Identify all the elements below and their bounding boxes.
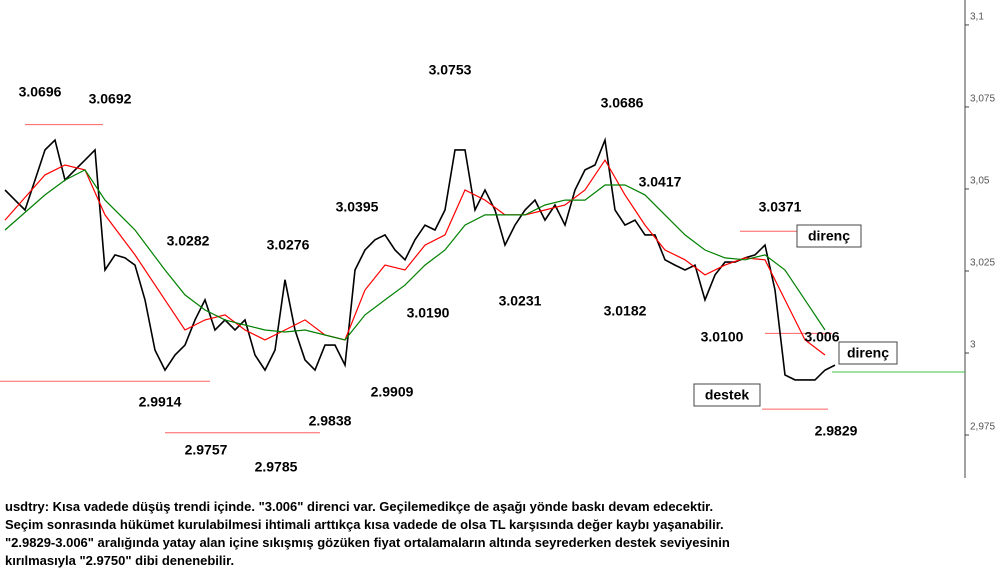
caption-line: kırılmasıyla "2.9750" dibi denenebilir. — [5, 553, 235, 568]
price-annotation: 3.006 — [804, 329, 839, 345]
price-annotation: 2.9909 — [371, 384, 414, 400]
box-frame — [693, 383, 761, 407]
caption-line: usdtry: Kısa vadede düşüş trendi içinde.… — [5, 499, 714, 514]
box-label: direnç — [847, 345, 889, 361]
price-annotation: 3.0371 — [759, 199, 802, 215]
price-annotation: 3.0276 — [267, 237, 310, 253]
box-frame — [838, 341, 898, 365]
price-annotation: 3.0686 — [601, 95, 644, 111]
price-annotation: 3.0231 — [499, 293, 542, 309]
price-annotation: 2.9757 — [185, 442, 228, 458]
price-annotation: 3.0753 — [429, 62, 472, 78]
moving-average — [4, 169, 826, 341]
price-annotation: 2.9914 — [139, 394, 182, 410]
price-annotation: 2.9838 — [309, 413, 352, 429]
box-frame — [796, 224, 862, 248]
label-box: direnç — [838, 341, 898, 365]
price-annotation: 3.0395 — [336, 199, 379, 215]
y-tick-label: 3 — [970, 340, 976, 351]
price-annotation: 3.0282 — [167, 233, 210, 249]
price-line — [4, 137, 836, 381]
moving-average — [4, 158, 826, 356]
price-annotation: 3.0696 — [19, 84, 62, 100]
label-box: direnç — [796, 224, 862, 248]
chart: 2,975 3 3,025 3,05 3,075 3,1 3.0696 3.0692 3.075… — [0, 0, 995, 478]
caption-line: Seçim sonrasında hükümet kurulabilmesi i… — [5, 517, 724, 532]
price-annotation: 2.9829 — [815, 423, 858, 439]
price-annotation: 3.0100 — [701, 329, 744, 345]
caption: usdtry: Kısa vadede düşüş trendi içinde.… — [5, 498, 730, 570]
label-box: destek — [693, 383, 761, 407]
y-tick-label: 3,075 — [970, 94, 995, 105]
box-label: direnç — [808, 228, 850, 244]
y-tick-label: 3,025 — [970, 258, 995, 269]
price-annotation: 3.0417 — [639, 174, 682, 190]
y-tick-label: 3,05 — [970, 176, 990, 187]
price-annotation: 3.0692 — [89, 91, 132, 107]
y-tick-label: 2,975 — [970, 422, 995, 433]
price-annotation: 3.0182 — [604, 303, 647, 319]
box-label: destek — [705, 387, 750, 403]
y-tick-label: 3,1 — [970, 12, 984, 23]
price-annotation: 3.0190 — [407, 305, 450, 321]
price-annotation: 2.9785 — [255, 459, 298, 475]
caption-line: "2.9829-3.006" aralığında yatay alan içi… — [5, 535, 730, 550]
